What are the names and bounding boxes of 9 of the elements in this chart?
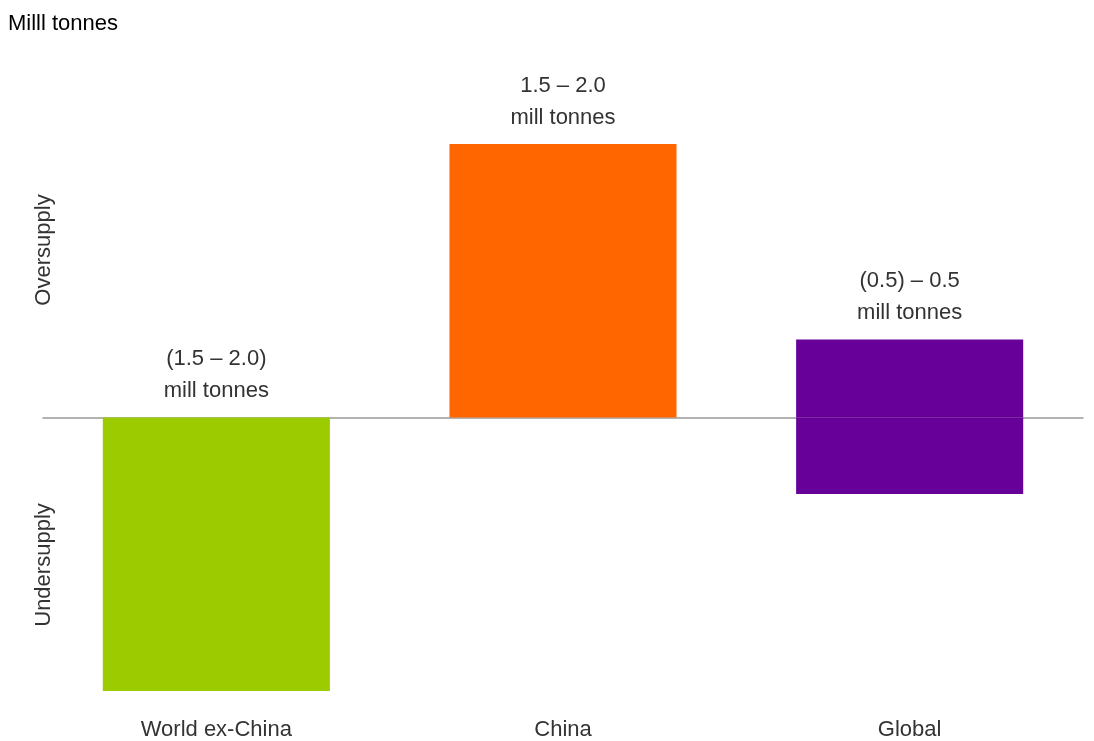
x-tick-label: Global [877,715,942,741]
x-tick-label: China [534,715,593,741]
annotation: 1.5 – 2.0 mill tonnes [510,71,616,129]
annotation: Undersupply [29,503,55,627]
x-tick-label: World ex-China [140,715,293,741]
text: Milll tonnes [8,9,119,35]
annotation: Oversupply [29,194,55,306]
annotation: (1.5 – 2.0) mill tonnes [163,345,269,402]
annotation: (0.5) – 0.5 mill tonnes [857,267,963,325]
